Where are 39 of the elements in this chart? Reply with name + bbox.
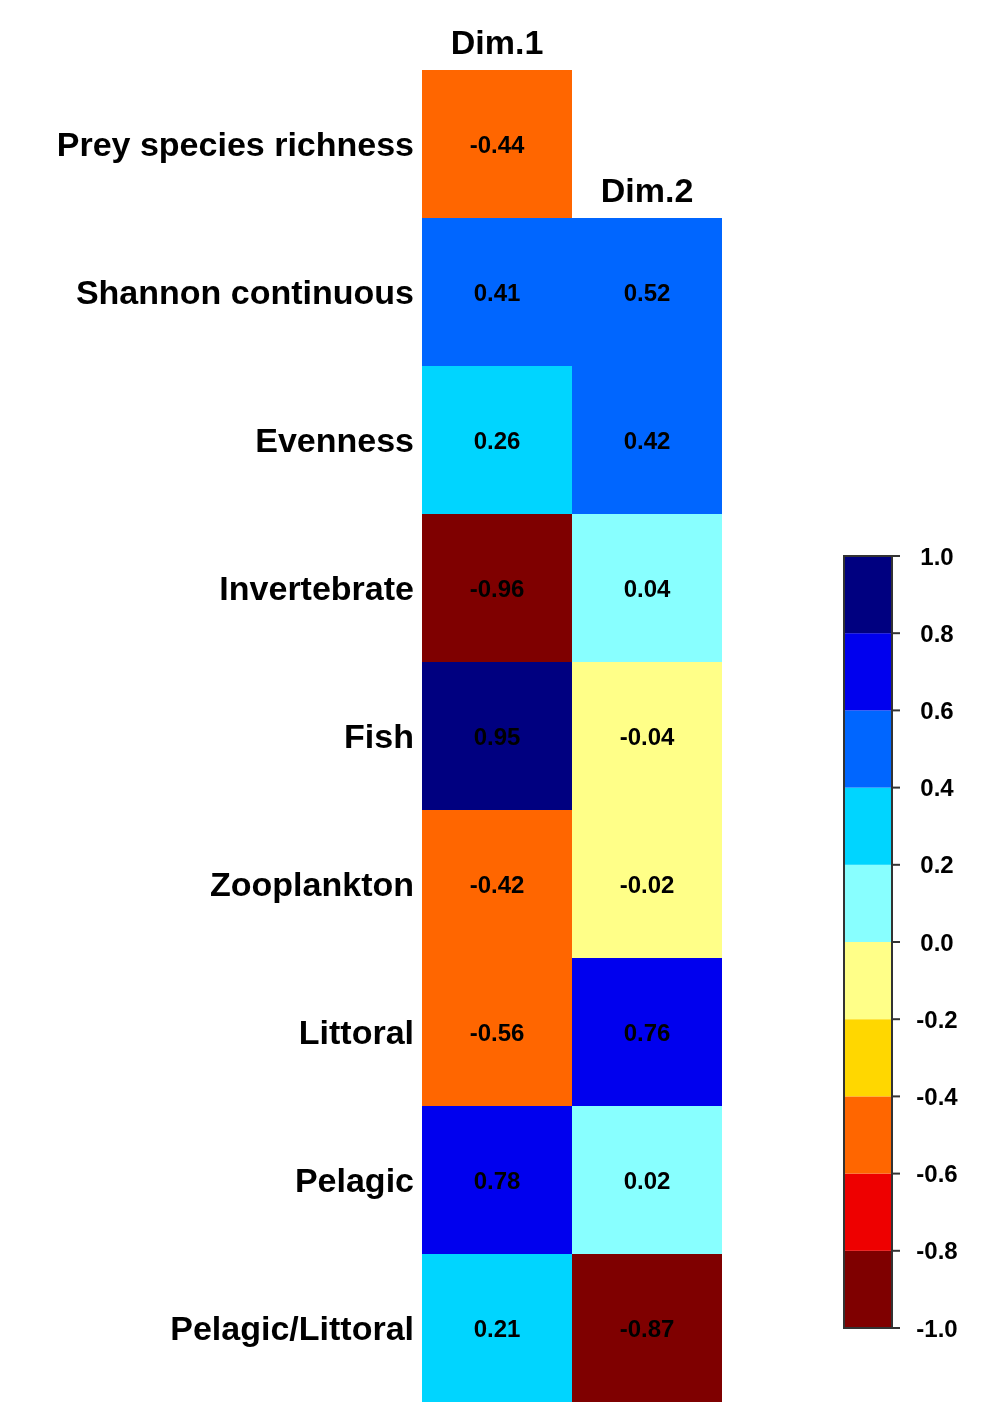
y-tick-label: Evenness — [255, 421, 414, 460]
y-tick-label: Littoral — [298, 1013, 414, 1052]
y-tick-label: Fish — [344, 717, 414, 756]
y-tick-label: Invertebrate — [219, 569, 414, 608]
data-label: 0.52 — [623, 278, 671, 306]
data-label: -0.44 — [469, 130, 525, 158]
color-bar-label: 1.0 — [920, 542, 954, 570]
data-label: -0.42 — [469, 870, 525, 898]
data-label: 0.26 — [473, 426, 521, 454]
color-bar-label: -0.6 — [916, 1160, 958, 1188]
y-tick-label: Prey species richness — [56, 125, 414, 164]
x-tick-label: Dim.2 — [600, 171, 694, 209]
y-tick-label: Pelagic/Littoral — [170, 1309, 414, 1348]
color-bar-label: 0.4 — [920, 774, 955, 802]
x-tick-label: Dim.1 — [450, 23, 544, 61]
color-bar-label: 0.0 — [920, 928, 954, 956]
data-label: 0.76 — [623, 1018, 671, 1046]
data-label: 0.02 — [623, 1166, 671, 1194]
color-bar-label: -0.2 — [916, 1005, 958, 1033]
color-bar-label: 0.2 — [920, 851, 954, 879]
color-bar-label: 0.6 — [920, 696, 954, 724]
y-tick-label: Shannon continuous — [75, 273, 414, 312]
data-label: -0.04 — [619, 722, 675, 750]
y-tick-label: Pelagic — [294, 1161, 414, 1200]
data-label: -0.02 — [619, 870, 675, 898]
color-bar-label: -1.0 — [916, 1314, 958, 1342]
data-label: 0.04 — [623, 574, 671, 602]
data-label: -0.96 — [469, 574, 525, 602]
data-label: 0.78 — [473, 1166, 521, 1194]
data-label: -0.87 — [619, 1314, 675, 1342]
data-label: 0.95 — [473, 722, 521, 750]
data-label: 0.41 — [473, 278, 521, 306]
data-label: 0.21 — [473, 1314, 521, 1342]
data-label: 0.42 — [623, 426, 671, 454]
y-tick-label: Zooplankton — [210, 865, 414, 904]
color-bar-label: -0.4 — [916, 1082, 959, 1110]
color-bar-label: 0.8 — [920, 619, 954, 647]
data-label: -0.56 — [469, 1018, 525, 1046]
color-bar-label: -0.8 — [916, 1237, 958, 1265]
